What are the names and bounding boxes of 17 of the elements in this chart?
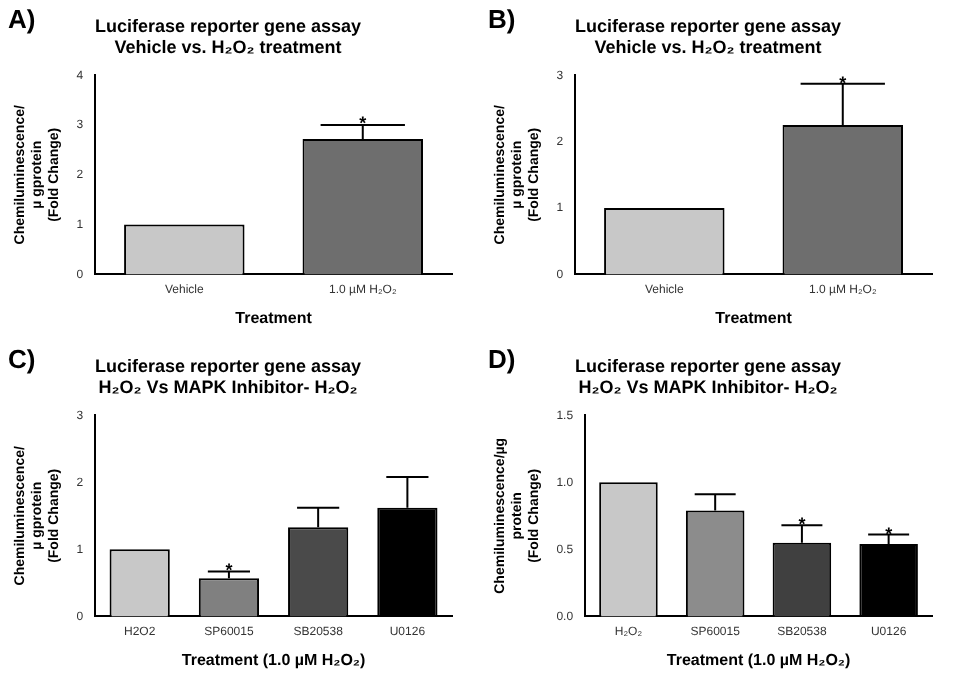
x-axis-title: Treatment (1.0 µM H₂O₂): [181, 650, 366, 669]
x-axis-title: Treatment (1.0 µM H₂O₂): [666, 650, 851, 669]
annotation: *: [798, 514, 807, 535]
annotation: *: [359, 112, 368, 133]
annotation: *: [839, 72, 848, 93]
text: B): [488, 4, 516, 35]
chart-title: Luciferase reporter gene assay H₂O₂ Vs MAPK Inhibitor- H₂O₂: [94, 355, 362, 398]
annotation: *: [225, 559, 234, 580]
text: A): [8, 4, 36, 35]
annotation: *: [885, 523, 894, 544]
chart-title: Luciferase reporter gene assay H₂O₂ Vs MAPK Inhibitor- H₂O₂: [574, 355, 842, 398]
x-axis-title: Treatment: [235, 308, 313, 327]
chart-title: Luciferase reporter gene assay Vehicle vs. H₂O₂ treatment: [94, 15, 362, 58]
x-axis-title: Treatment: [715, 308, 793, 327]
text: C): [8, 344, 36, 375]
chart-title: Luciferase reporter gene assay Vehicle vs. H₂O₂ treatment: [574, 15, 842, 58]
text: D): [488, 344, 516, 375]
